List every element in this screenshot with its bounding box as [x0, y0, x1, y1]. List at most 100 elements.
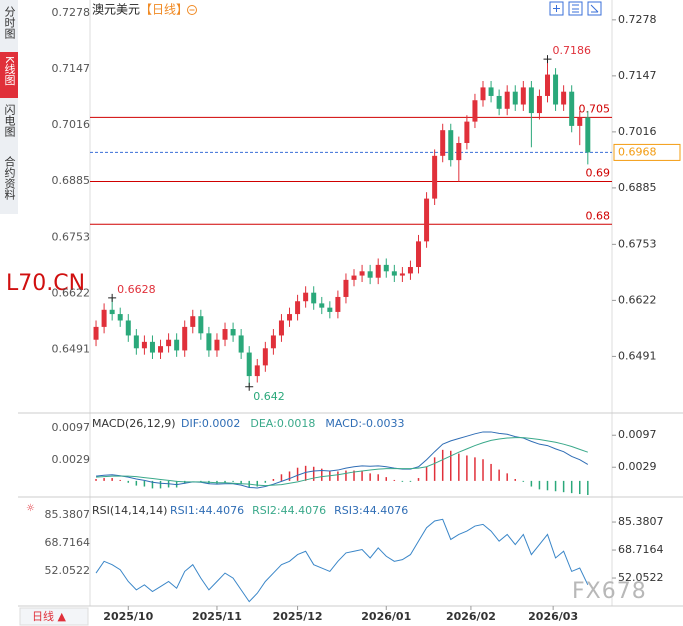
watermark: L70.CN — [6, 271, 85, 296]
candle-body — [174, 339, 180, 351]
candle-body — [407, 267, 413, 274]
candle-body — [198, 316, 204, 334]
y-tick-label: 0.7147 — [52, 62, 91, 75]
candle-body — [472, 100, 478, 122]
macd-line — [95, 431, 589, 489]
candle-body — [133, 335, 139, 349]
candle-body — [158, 346, 164, 353]
candle-body — [182, 326, 188, 351]
y-tick-label: 0.7016 — [618, 125, 657, 138]
tab[interactable]: 分时图 — [3, 6, 16, 40]
active-tab[interactable] — [0, 52, 18, 98]
candle-body — [222, 329, 228, 340]
candle-body — [262, 348, 268, 366]
last-price-label: 0.6968 — [618, 145, 657, 158]
period-button[interactable] — [19, 607, 89, 626]
legend-entry: MACD:-0.0033 — [325, 417, 404, 430]
tool-button[interactable] — [549, 1, 564, 16]
legend-entry: RSI1:44.4076 — [170, 504, 244, 517]
y-tick-label: 0.0097 — [52, 421, 91, 434]
y-tick-label: 0.0029 — [52, 453, 91, 466]
tab[interactable]: 闪电图 — [3, 103, 16, 138]
candle-body — [327, 307, 333, 312]
tool-button[interactable] — [587, 1, 602, 16]
last-price-box — [613, 143, 681, 161]
pane-title: MACD(26,12,9) — [92, 417, 176, 430]
candle-body — [287, 314, 293, 321]
x-tick-label: 2025/10 — [103, 610, 153, 623]
tab[interactable]: K线图 — [3, 56, 16, 86]
tool-button[interactable] — [568, 1, 583, 16]
candle-body — [448, 130, 454, 161]
low-label: 0.642 — [253, 390, 284, 403]
collapse-icon[interactable] — [187, 5, 197, 15]
candle-body — [295, 301, 301, 315]
candle-body — [166, 339, 172, 347]
x-tick-label: 2026/01 — [361, 610, 411, 623]
candle-body — [351, 275, 357, 280]
high-label: 0.7186 — [553, 44, 592, 57]
extreme-marker — [245, 382, 254, 391]
rsi-line — [95, 518, 589, 603]
settings-icon[interactable]: ☼ — [26, 503, 35, 514]
candle-body — [230, 329, 236, 336]
candle-body — [553, 74, 559, 105]
candle-body — [383, 264, 389, 272]
y-tick-label: 0.7278 — [52, 6, 91, 19]
candle-body — [424, 198, 430, 242]
x-tick-label: 2025/11 — [192, 610, 242, 623]
x-tick-label: 2026/03 — [528, 610, 578, 623]
pane-title: RSI(14,14,14) — [92, 504, 167, 517]
candle-body — [585, 117, 591, 153]
candle-body — [440, 130, 446, 156]
chart-title: 澳元美元 — [92, 3, 140, 17]
candle-body — [141, 341, 147, 349]
candle-body — [496, 95, 502, 109]
y-tick-label: 0.7278 — [618, 13, 657, 26]
candle-body — [504, 91, 510, 109]
y-tick-label: 0.6885 — [52, 174, 91, 187]
level-label: 0.705 — [579, 102, 611, 115]
macd-line — [96, 437, 588, 487]
period-label: 【日线】 — [140, 3, 188, 17]
y-tick-label: 0.0097 — [618, 428, 657, 441]
legend-entry: RSI3:44.4076 — [334, 504, 408, 517]
y-tick-label: 68.7164 — [618, 543, 664, 556]
tool-icon — [553, 4, 599, 13]
y-tick-label: 52.0522 — [45, 564, 91, 577]
y-tick-label: 85.3807 — [618, 515, 664, 528]
candle-body — [480, 87, 486, 101]
candle-body — [488, 87, 494, 96]
toolbar — [549, 1, 602, 16]
y-tick-label: 68.7164 — [45, 536, 91, 549]
watermark: FX678 — [572, 579, 647, 604]
y-tick-label: 0.6491 — [618, 349, 657, 362]
y-tick-label: 52.0522 — [618, 571, 664, 584]
x-tick-label: 2026/02 — [446, 610, 496, 623]
candle-body — [432, 155, 438, 199]
tab[interactable]: 合约资料 — [3, 155, 16, 201]
candle-body — [93, 326, 99, 340]
candle-body — [375, 264, 381, 278]
legend-entry: DIF:0.0002 — [181, 417, 240, 430]
candle-body — [206, 333, 212, 351]
y-tick-label: 0.7016 — [52, 118, 91, 131]
y-tick-label: 0.6753 — [618, 237, 657, 250]
y-tick-label: 0.6753 — [52, 230, 91, 243]
candle-body — [536, 95, 542, 114]
level-label: 0.69 — [586, 166, 611, 179]
candle-body — [343, 279, 349, 297]
y-tick-label: 0.6622 — [618, 293, 657, 306]
legend-entry: RSI2:44.4076 — [252, 504, 326, 517]
candle-body — [303, 292, 309, 302]
y-tick-label: 0.0029 — [618, 460, 657, 473]
extreme-marker — [543, 55, 552, 64]
candle-body — [109, 309, 115, 315]
candle-body — [512, 91, 518, 105]
period-button-label[interactable]: 日线 ▲ — [32, 609, 66, 623]
candle-body — [456, 143, 462, 161]
y-tick-label: 0.6491 — [52, 342, 91, 355]
candle-body — [335, 296, 341, 312]
candle-body — [545, 74, 551, 96]
